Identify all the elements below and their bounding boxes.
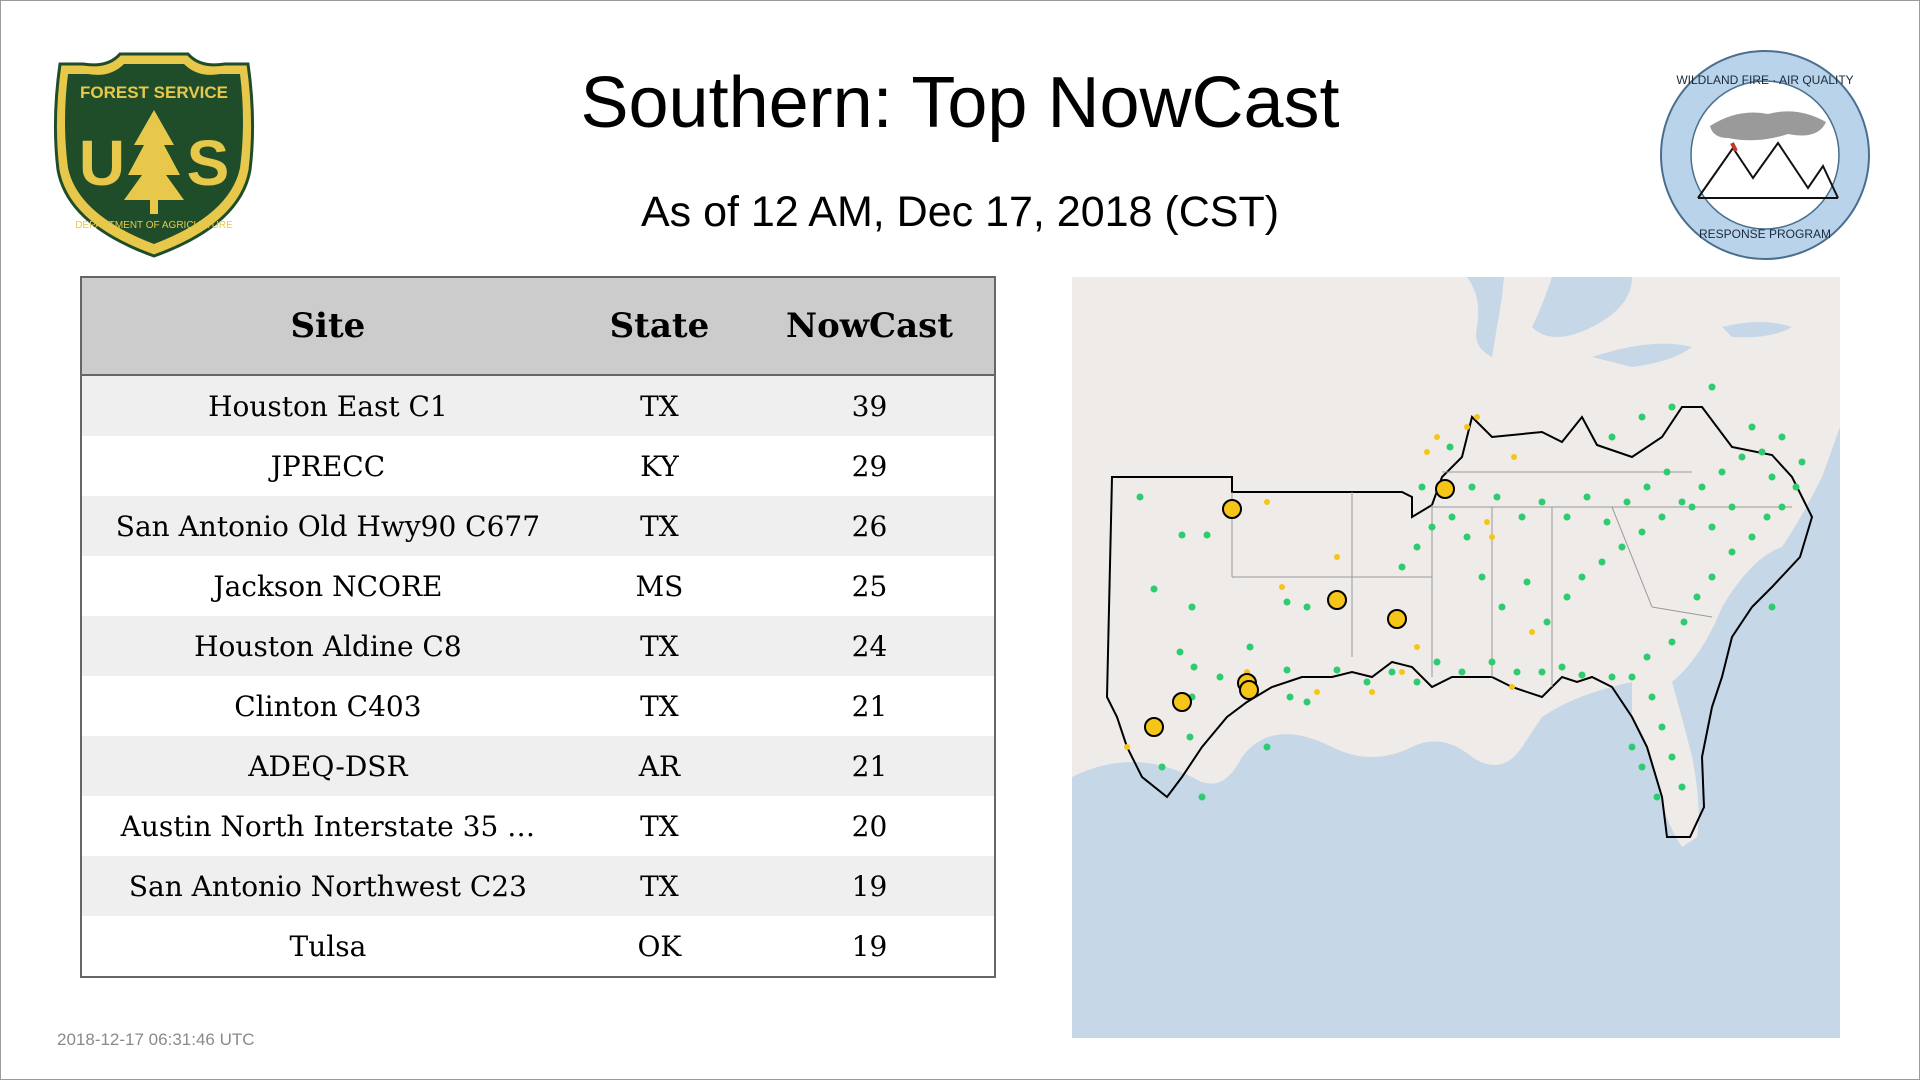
top-site-markers xyxy=(1144,479,1455,737)
monitor-map xyxy=(1072,277,1840,1038)
column-header-nowcast: NowCast xyxy=(744,278,994,376)
cell-nowcast: 20 xyxy=(744,796,994,856)
table-row: San Antonio Northwest C23 TX 19 xyxy=(82,856,994,916)
render-timestamp: 2018-12-17 06:31:46 UTC xyxy=(57,1030,255,1049)
cell-nowcast: 21 xyxy=(744,676,994,736)
table-row: Tulsa OK 19 xyxy=(82,916,994,976)
moderate-monitor-markers xyxy=(1124,414,1535,750)
table-row: Clinton C403 TX 21 xyxy=(82,676,994,736)
cell-state: TX xyxy=(573,796,745,856)
cell-site: San Antonio Northwest C23 xyxy=(82,856,574,916)
cell-site: Austin North Interstate 35 … xyxy=(82,796,574,856)
svg-text:S: S xyxy=(187,127,230,199)
column-header-state: State xyxy=(573,278,745,376)
page-title: Southern: Top NowCast xyxy=(580,63,1340,143)
cell-state: TX xyxy=(573,496,745,556)
cell-state: TX xyxy=(573,676,745,736)
cell-nowcast: 26 xyxy=(744,496,994,556)
table-row: Austin North Interstate 35 … TX 20 xyxy=(82,796,994,856)
cell-state: TX xyxy=(573,375,745,436)
cell-state: OK xyxy=(573,916,745,976)
region-outline xyxy=(1105,406,1814,838)
cell-nowcast: 25 xyxy=(744,556,994,616)
good-monitor-markers xyxy=(1136,383,1806,801)
cell-site: Clinton C403 xyxy=(82,676,574,736)
nowcast-table: Site State NowCast Houston East C1 TX 39… xyxy=(80,276,996,978)
cell-nowcast: 29 xyxy=(744,436,994,496)
table-header-row: Site State NowCast xyxy=(82,278,994,376)
cell-state: TX xyxy=(573,856,745,916)
svg-text:WILDLAND FIRE · AIR QUALITY: WILDLAND FIRE · AIR QUALITY xyxy=(1676,73,1853,87)
map-lake-michigan xyxy=(1467,277,1504,357)
wildland-fire-logo: WILDLAND FIRE · AIR QUALITY RESPONSE PRO… xyxy=(1660,50,1870,260)
table-row: Houston Aldine C8 TX 24 xyxy=(82,616,994,676)
cell-site: Houston Aldine C8 xyxy=(82,616,574,676)
cell-site: Houston East C1 xyxy=(82,375,574,436)
cell-nowcast: 21 xyxy=(744,736,994,796)
map-lake-erie xyxy=(1592,343,1692,367)
cell-state: TX xyxy=(573,616,745,676)
cell-nowcast: 19 xyxy=(744,916,994,976)
cell-state: AR xyxy=(573,736,745,796)
table-row: Jackson NCORE MS 25 xyxy=(82,556,994,616)
cell-site: Jackson NCORE xyxy=(82,556,574,616)
svg-text:DEPARTMENT OF AGRICULTURE: DEPARTMENT OF AGRICULTURE xyxy=(75,220,233,231)
cell-state: MS xyxy=(573,556,745,616)
map-lake-huron xyxy=(1532,277,1632,337)
svg-text:RESPONSE PROGRAM: RESPONSE PROGRAM xyxy=(1699,227,1831,241)
table-row: Houston East C1 TX 39 xyxy=(82,375,994,436)
cell-nowcast: 39 xyxy=(744,375,994,436)
table-row: San Antonio Old Hwy90 C677 TX 26 xyxy=(82,496,994,556)
column-header-site: Site xyxy=(82,278,574,376)
table-row: ADEQ-DSR AR 21 xyxy=(82,736,994,796)
cell-site: ADEQ-DSR xyxy=(82,736,574,796)
map-lake-ontario xyxy=(1722,322,1792,338)
cell-nowcast: 19 xyxy=(744,856,994,916)
page-subtitle: As of 12 AM, Dec 17, 2018 (CST) xyxy=(640,188,1280,236)
svg-text:U: U xyxy=(79,127,125,199)
cell-site: JPRECC xyxy=(82,436,574,496)
cell-site: Tulsa xyxy=(82,916,574,976)
forest-service-logo: FOREST SERVICE U S DEPARTMENT OF AGRICUL… xyxy=(53,52,255,258)
cell-site: San Antonio Old Hwy90 C677 xyxy=(82,496,574,556)
svg-text:FOREST SERVICE: FOREST SERVICE xyxy=(80,83,228,102)
map-ocean xyxy=(1072,427,1840,1038)
cell-state: KY xyxy=(573,436,745,496)
table-row: JPRECC KY 29 xyxy=(82,436,994,496)
map-florida xyxy=(1632,679,1699,847)
cell-nowcast: 24 xyxy=(744,616,994,676)
